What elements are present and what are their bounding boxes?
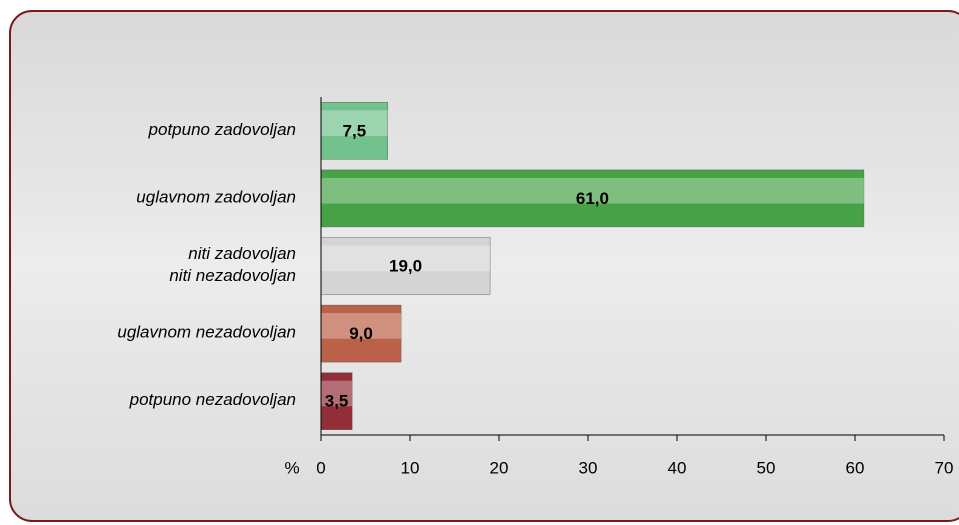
- y-tick-label: potpuno zadovoljan: [148, 120, 296, 139]
- x-axis-label: %: [284, 458, 299, 477]
- label-line: uglavnom zadovoljan: [136, 188, 296, 207]
- bar-shine: [321, 177, 864, 204]
- value-label: 3,5: [325, 392, 349, 411]
- x-tick-label: 10: [401, 458, 420, 477]
- value-label: 19,0: [389, 256, 422, 275]
- value-label: 7,5: [343, 121, 367, 140]
- x-tick-label: 0: [316, 458, 325, 477]
- x-tick-label: 60: [846, 458, 865, 477]
- label-line: uglavnom nezadovoljan: [117, 323, 296, 342]
- bar: [320, 169, 865, 228]
- label-line: niti zadovoljan: [188, 244, 296, 263]
- bar: [320, 372, 353, 430]
- label-line: potpuno zadovoljan: [148, 120, 296, 139]
- x-tick-label: 40: [668, 458, 687, 477]
- value-label: 9,0: [349, 324, 373, 343]
- x-tick-label: 50: [757, 458, 776, 477]
- label-line: potpuno nezadovoljan: [129, 391, 296, 410]
- x-tick-label: 20: [490, 458, 509, 477]
- bar: [320, 237, 491, 295]
- y-tick-label: uglavnom zadovoljan: [136, 188, 296, 207]
- bar-shine: [321, 245, 491, 272]
- bar-shine: [321, 380, 353, 407]
- value-label: 61,0: [576, 189, 609, 208]
- bar-shine: [321, 313, 402, 339]
- bar-shine: [321, 110, 388, 136]
- y-tick-label: potpuno nezadovoljan: [129, 391, 296, 410]
- x-tick-label: 30: [579, 458, 598, 477]
- label-line: niti nezadovoljan: [169, 266, 296, 285]
- y-tick-label: niti zadovoljan niti nezadovoljan: [169, 244, 296, 285]
- bar: [320, 304, 402, 363]
- x-tick-label: 70: [935, 458, 954, 477]
- y-tick-label: uglavnom nezadovoljan: [117, 323, 296, 342]
